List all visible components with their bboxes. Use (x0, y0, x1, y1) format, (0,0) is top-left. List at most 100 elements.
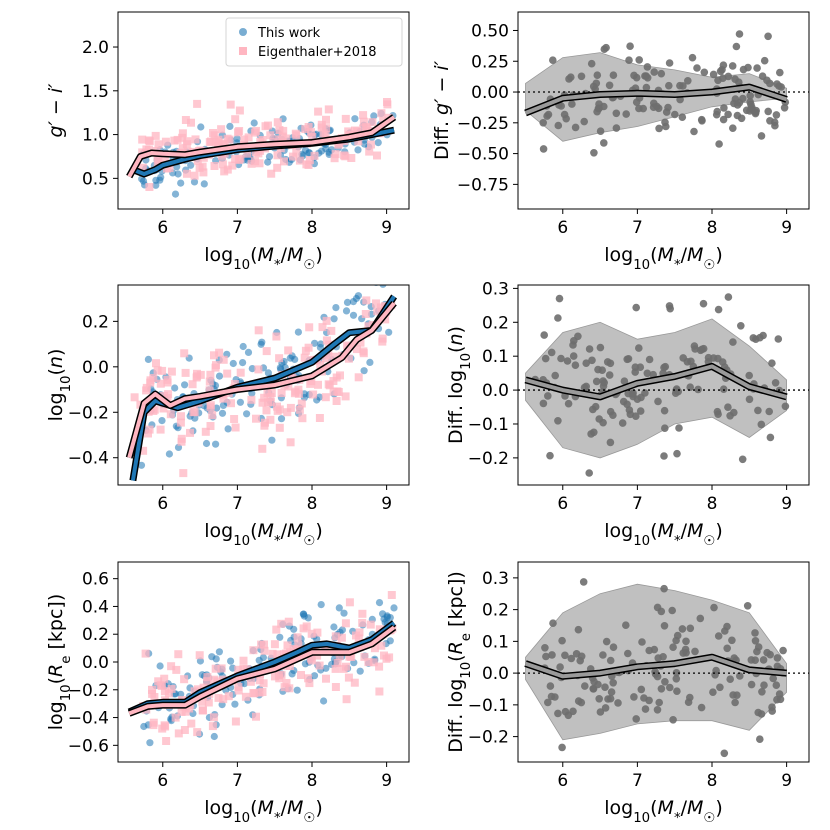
scatter-point-eigenthaler (181, 368, 190, 377)
scatter-point-eigenthaler (266, 398, 275, 407)
scatter-point-eigenthaler (205, 386, 214, 395)
scatter-point-difference (579, 578, 588, 586)
scatter-point-eigenthaler (195, 163, 204, 172)
scatter-point-eigenthaler (243, 149, 252, 158)
scatter-point-eigenthaler (217, 664, 226, 673)
scatter-point-eigenthaler (167, 662, 176, 671)
scatter-point-difference (612, 124, 621, 132)
scatter-point-eigenthaler (322, 115, 330, 124)
scatter-point-difference (587, 59, 596, 68)
scatter-point-difference (756, 333, 764, 342)
y-tick-label: 0.2 (82, 625, 109, 645)
scatter-point-difference (739, 65, 748, 74)
scatter-point-eigenthaler (292, 148, 301, 157)
scatter-point-this-work (236, 398, 244, 406)
scatter-point-eigenthaler (190, 408, 199, 417)
scatter-point-eigenthaler (228, 161, 237, 170)
scatter-point-eigenthaler (369, 658, 378, 667)
scatter-point-eigenthaler (330, 352, 339, 361)
scatter-point-difference (549, 56, 557, 64)
scatter-point-difference (655, 124, 663, 133)
scatter-point-difference (742, 106, 751, 115)
scatter-point-eigenthaler (139, 446, 148, 455)
scatter-point-this-work (354, 146, 362, 154)
scatter-point-eigenthaler (149, 407, 158, 415)
y-axis-label: Diff. g′ − i′ (431, 60, 453, 160)
scatter-point-difference (758, 688, 766, 696)
scatter-point-this-work (144, 355, 152, 363)
scatter-point-eigenthaler (347, 653, 356, 661)
scatter-point-difference (632, 303, 640, 312)
y-tick-label: 0.2 (482, 313, 509, 333)
scatter-point-eigenthaler (144, 145, 153, 154)
scatter-point-eigenthaler (130, 393, 139, 402)
scatter-point-eigenthaler (333, 387, 342, 396)
scatter-point-difference (567, 654, 576, 663)
scatter-point-difference (719, 61, 728, 69)
scatter-point-eigenthaler (279, 650, 288, 659)
scatter-point-difference (751, 637, 760, 645)
scatter-point-eigenthaler (295, 156, 304, 165)
scatter-point-eigenthaler (193, 728, 202, 737)
scatter-point-difference (754, 708, 762, 717)
scatter-point-difference (729, 691, 737, 699)
scatter-point-difference (569, 341, 577, 349)
scatter-point-eigenthaler (215, 348, 224, 357)
scatter-point-eigenthaler (218, 160, 227, 169)
scatter-point-eigenthaler (159, 404, 168, 413)
scatter-point-difference (543, 112, 551, 120)
scatter-point-eigenthaler (299, 624, 308, 633)
x-tick-label: 6 (557, 218, 568, 238)
scatter-point-difference (628, 390, 637, 398)
scatter-point-this-work (356, 667, 364, 675)
x-tick-label: 9 (781, 494, 792, 514)
scatter-point-difference (632, 715, 640, 723)
scatter-point-difference (540, 331, 548, 339)
scatter-point-difference (557, 354, 565, 363)
scatter-point-eigenthaler (239, 656, 248, 665)
x-tick-label: 8 (707, 218, 718, 238)
scatter-point-eigenthaler (260, 646, 269, 655)
scatter-point-difference (588, 356, 596, 365)
scatter-point-difference (645, 355, 654, 364)
scatter-point-difference (660, 584, 668, 593)
scatter-point-eigenthaler (266, 415, 275, 424)
scatter-band (525, 318, 787, 459)
scatter-point-eigenthaler (190, 171, 199, 180)
scatter-point-eigenthaler (295, 405, 304, 414)
scatter-point-difference (599, 377, 607, 385)
scatter-point-difference (593, 71, 602, 79)
y-tick-label: 0.0 (482, 664, 509, 684)
x-tick-label: 8 (707, 771, 718, 791)
scatter-point-difference (635, 56, 643, 64)
scatter-point-this-work (233, 135, 241, 143)
scatter-point-difference (620, 377, 629, 386)
legend-label-this-work: This work (257, 26, 321, 41)
scatter-point-difference (672, 386, 680, 395)
scatter-point-difference (548, 651, 556, 659)
scatter-point-eigenthaler (353, 127, 362, 136)
legend-label-eigenthaler: Eigenthaler+2018 (258, 45, 377, 60)
scatter-point-difference (675, 424, 683, 432)
scatter-point-eigenthaler (354, 373, 363, 382)
scatter-point-this-work (197, 123, 205, 131)
scatter-point-this-work (268, 436, 276, 444)
scatter-point-this-work (288, 670, 296, 678)
scatter-point-eigenthaler (196, 370, 205, 379)
scatter-point-difference (593, 107, 601, 116)
scatter-point-eigenthaler (359, 111, 368, 120)
scatter-point-eigenthaler (364, 322, 373, 331)
scatter-point-eigenthaler (347, 154, 356, 162)
x-tick-label: 6 (557, 494, 568, 514)
scatter-point-eigenthaler (322, 124, 331, 133)
scatter-point-eigenthaler (138, 135, 147, 144)
scatter-point-eigenthaler (297, 399, 306, 408)
scatter-point-difference (661, 362, 670, 371)
scatter-point-eigenthaler (313, 628, 322, 637)
scatter-point-eigenthaler (153, 366, 162, 375)
scatter-point-this-work (140, 722, 148, 731)
scatter-point-eigenthaler (177, 437, 186, 446)
scatter-point-eigenthaler (318, 323, 327, 332)
scatter-point-difference (563, 357, 572, 365)
scatter-point-difference (729, 338, 737, 346)
